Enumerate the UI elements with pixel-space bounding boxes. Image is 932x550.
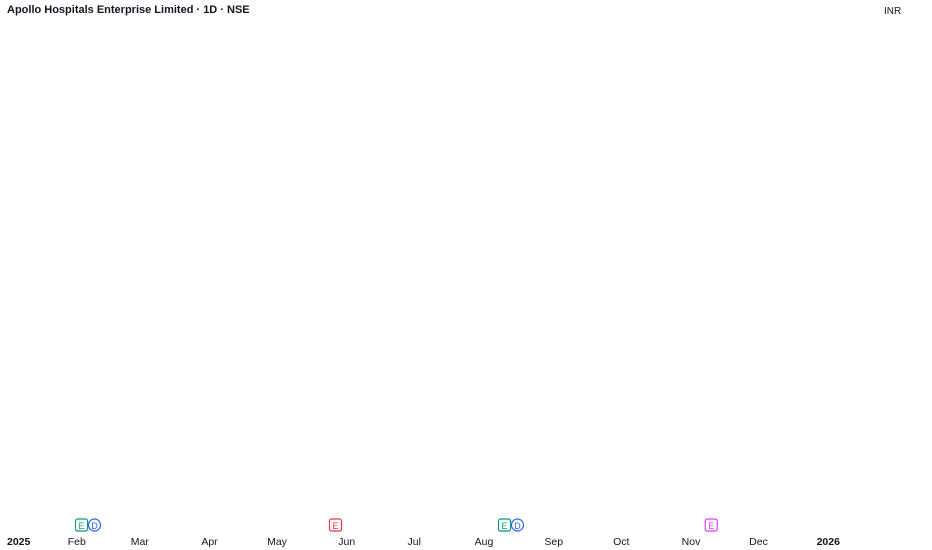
currency-label: INR: [884, 6, 901, 17]
x-tick-label: Apr: [201, 536, 218, 548]
earnings-marker[interactable]: E: [330, 519, 342, 531]
x-axis[interactable]: 2025 Feb Mar Apr May Jun Jul Aug Sep Oct Nov Dec 202…: [7, 536, 840, 548]
x-tick-label: May: [267, 536, 288, 548]
earnings-marker[interactable]: E: [76, 519, 88, 531]
x-tick-label: Jun: [338, 536, 355, 548]
event-marker-label: D: [514, 521, 521, 531]
x-tick-label: Sep: [544, 536, 563, 548]
event-marker-label: D: [91, 521, 98, 531]
event-marker-label: E: [332, 521, 338, 531]
x-tick-label: Nov: [682, 536, 701, 548]
x-tick-label: 2026: [817, 536, 841, 548]
dividend-marker[interactable]: D: [512, 519, 524, 531]
x-tick-label: Oct: [613, 536, 629, 548]
dividend-marker[interactable]: D: [89, 519, 101, 531]
event-marker-label: E: [708, 521, 714, 531]
event-marker-label: E: [78, 521, 84, 531]
chart-title: Apollo Hospitals Enterprise Limited · 1D…: [7, 4, 250, 16]
x-tick-label: 2025: [7, 536, 31, 548]
earnings-marker[interactable]: E: [499, 519, 511, 531]
x-tick-label: Aug: [475, 536, 494, 548]
x-tick-label: Jul: [408, 536, 421, 548]
x-tick-label: Mar: [131, 536, 150, 548]
earnings-marker[interactable]: E: [705, 519, 717, 531]
event-marker-label: E: [501, 521, 507, 531]
x-tick-label: Feb: [68, 536, 86, 548]
x-tick-label: Dec: [749, 536, 768, 548]
